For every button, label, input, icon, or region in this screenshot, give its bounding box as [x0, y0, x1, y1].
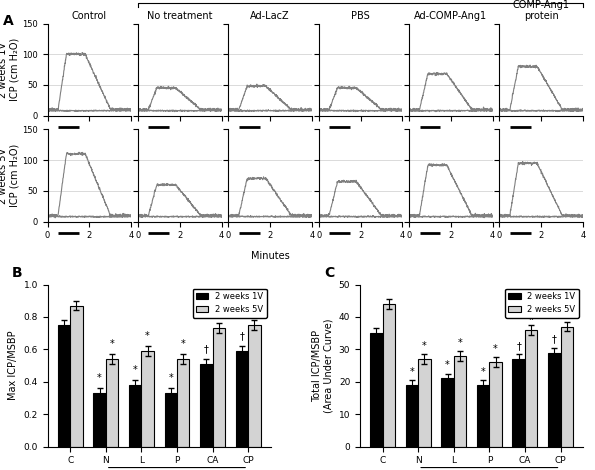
X-axis label: Minutes: Minutes	[250, 251, 290, 261]
Text: C: C	[324, 266, 334, 280]
Y-axis label: Max ICP/MSBP: Max ICP/MSBP	[8, 331, 18, 400]
Title: Control: Control	[72, 11, 107, 21]
Bar	[70, 306, 83, 446]
Bar	[512, 359, 525, 446]
Text: A: A	[3, 14, 14, 28]
Legend: 2 weeks 1V, 2 weeks 5V: 2 weeks 1V, 2 weeks 5V	[193, 289, 267, 318]
Bar	[441, 378, 454, 446]
Title: PBS: PBS	[351, 11, 370, 21]
Text: *: *	[493, 344, 498, 354]
Text: #: #	[250, 306, 258, 315]
Y-axis label: 2 weeks 1V
ICP (cm H₂O): 2 weeks 1V ICP (cm H₂O)	[0, 38, 20, 101]
Title: No treatment: No treatment	[147, 11, 212, 21]
Text: #: #	[215, 308, 223, 319]
Bar	[383, 304, 395, 446]
Text: *: *	[458, 337, 462, 348]
Bar	[200, 364, 212, 446]
Bar	[106, 359, 118, 446]
Bar	[93, 393, 106, 446]
Y-axis label: Total ICP/MSBP
(Area Under Curve): Total ICP/MSBP (Area Under Curve)	[312, 318, 333, 413]
Text: *: *	[422, 341, 427, 351]
Legend: 2 weeks 1V, 2 weeks 5V: 2 weeks 1V, 2 weeks 5V	[505, 289, 579, 318]
Bar	[177, 359, 189, 446]
Bar	[212, 328, 225, 446]
Text: *: *	[181, 339, 186, 349]
Bar	[129, 385, 142, 446]
Bar	[560, 327, 573, 446]
Text: †: †	[204, 344, 209, 354]
Text: STZ-induced diabetic mice: STZ-induced diabetic mice	[291, 0, 430, 1]
Text: *: *	[445, 360, 450, 370]
Text: †: †	[516, 341, 521, 351]
Bar	[142, 351, 154, 446]
Bar	[236, 351, 248, 446]
Bar	[164, 393, 177, 446]
Bar	[454, 356, 466, 446]
Text: *: *	[145, 331, 150, 341]
Bar	[489, 362, 502, 446]
Title: Ad-COMP-Ang1: Ad-COMP-Ang1	[414, 11, 487, 21]
Y-axis label: 2 weeks 5V
ICP (cm H₂O): 2 weeks 5V ICP (cm H₂O)	[0, 144, 20, 207]
Bar	[370, 333, 383, 446]
Text: #: #	[563, 308, 571, 319]
Bar	[248, 325, 261, 446]
Title: COMP-Ang1
protein: COMP-Ang1 protein	[513, 0, 570, 21]
Bar	[477, 385, 489, 446]
Text: *: *	[97, 373, 102, 384]
Text: *: *	[409, 367, 414, 377]
Text: #: #	[527, 312, 536, 322]
Title: Ad-LacZ: Ad-LacZ	[250, 11, 290, 21]
Bar	[525, 330, 537, 446]
Bar	[418, 359, 431, 446]
Text: *: *	[109, 339, 114, 349]
Text: †: †	[239, 331, 245, 341]
Bar	[406, 385, 418, 446]
Text: B: B	[12, 266, 23, 280]
Text: *: *	[133, 365, 137, 375]
Text: †: †	[552, 335, 557, 345]
Text: *: *	[168, 373, 173, 384]
Text: *: *	[481, 367, 486, 377]
Bar	[58, 325, 70, 446]
Bar	[548, 352, 560, 446]
